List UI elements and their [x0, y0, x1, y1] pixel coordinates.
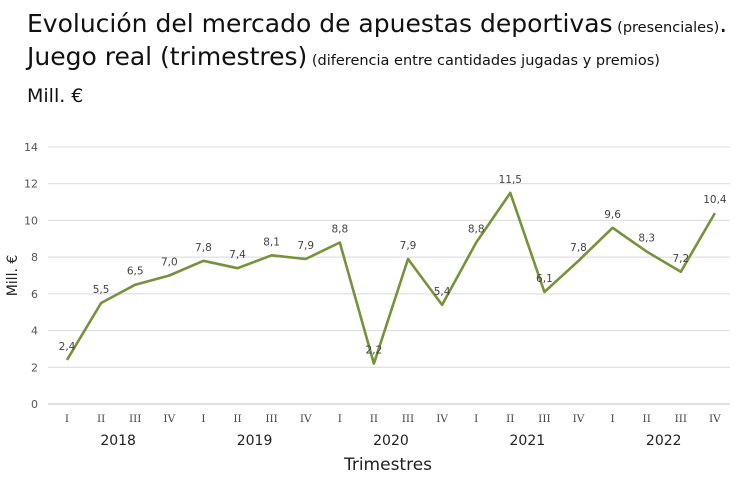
x-tick-label: II [97, 413, 105, 425]
year-label: 2022 [646, 433, 682, 449]
data-label: 7,2 [672, 253, 689, 265]
data-label: 9,6 [604, 209, 621, 221]
data-label: 7,9 [297, 240, 314, 252]
x-tick-label: III [538, 413, 550, 425]
subtitle-main: Juego real [27, 42, 153, 71]
x-tick-label: IV [573, 413, 585, 425]
data-label: 7,9 [400, 240, 417, 252]
y-tick-label: 6 [31, 288, 38, 301]
y-tick-label: 4 [31, 325, 38, 338]
x-axis-title: Trimestres [343, 455, 432, 475]
y-tick-labels: 0 2 4 6 8 10 12 14 [24, 141, 38, 411]
x-tick-label: I [611, 413, 615, 425]
x-tick-label: IV [163, 413, 175, 425]
x-tick-label: II [643, 413, 651, 425]
x-tick-label: I [474, 413, 478, 425]
x-tick-label: I [201, 413, 205, 425]
y-axis-title: Mill. € [5, 255, 21, 297]
data-label: 8,1 [263, 236, 280, 248]
y-tick-label: 0 [31, 398, 38, 411]
data-label: 8,3 [638, 233, 655, 245]
data-label: 6,5 [127, 266, 144, 278]
data-label: 8,8 [468, 223, 485, 235]
data-label: 5,5 [93, 284, 110, 296]
data-label: 2,4 [59, 341, 76, 353]
data-label: 7,8 [570, 242, 587, 254]
year-label: 2020 [373, 433, 409, 449]
chart-title-line-1: Evolución del mercado de apuestas deport… [27, 9, 727, 38]
data-label: 7,8 [195, 242, 212, 254]
x-tick-label: IV [436, 413, 448, 425]
x-tick-labels: I II III IV I II III IV I II III IV I II III IV I II III IV [65, 413, 721, 425]
year-label: 2019 [237, 433, 273, 449]
title-main: Evolución del mercado de apuestas deport… [27, 9, 613, 38]
year-label: 2021 [510, 433, 546, 449]
x-tick-label: III [675, 413, 687, 425]
gridlines [48, 146, 730, 405]
subtitle-paren: (trimestres) [152, 42, 308, 71]
year-label: 2018 [100, 433, 136, 449]
data-label: 7,0 [161, 257, 178, 269]
x-tick-label: IV [709, 413, 721, 425]
y-tick-label: 2 [31, 361, 38, 374]
x-tick-label: IV [300, 413, 312, 425]
y-tick-label: 12 [24, 178, 38, 191]
title-small: (presenciales) [612, 20, 720, 36]
title-end: . [719, 9, 728, 38]
y-tick-label: 14 [24, 141, 38, 154]
x-tick-label: III [129, 413, 141, 425]
y-tick-label: 8 [31, 251, 38, 264]
data-label: 8,8 [331, 223, 348, 235]
x-tick-label: II [370, 413, 378, 425]
data-label: 10,4 [703, 194, 727, 206]
data-label: 11,5 [499, 174, 522, 186]
unit-label: Mill. € [27, 85, 84, 107]
subtitle-small: (diferencia entre cantidades jugadas y p… [307, 53, 660, 69]
y-tick-label: 10 [24, 214, 38, 227]
x-tick-label: I [65, 413, 69, 425]
x-tick-label: III [265, 413, 277, 425]
x-tick-label: II [506, 413, 514, 425]
x-tick-label: I [338, 413, 342, 425]
data-label: 6,1 [536, 273, 553, 285]
x-tick-label: III [402, 413, 414, 425]
year-labels: 2018 2019 2020 2021 2022 [100, 433, 681, 449]
data-labels: 2,4 5,5 6,5 7,0 7,8 7,4 8,1 7,9 8,8 2,2 7,9 5,4 8,8 1… [59, 174, 727, 357]
x-tick-label: II [233, 413, 241, 425]
data-label: 5,4 [434, 286, 451, 298]
data-label: 2,2 [366, 345, 383, 357]
chart-title-line-2: Juego real (trimestres) (diferencia entr… [27, 42, 660, 71]
data-label: 7,4 [229, 249, 246, 261]
series-line [65, 191, 717, 365]
